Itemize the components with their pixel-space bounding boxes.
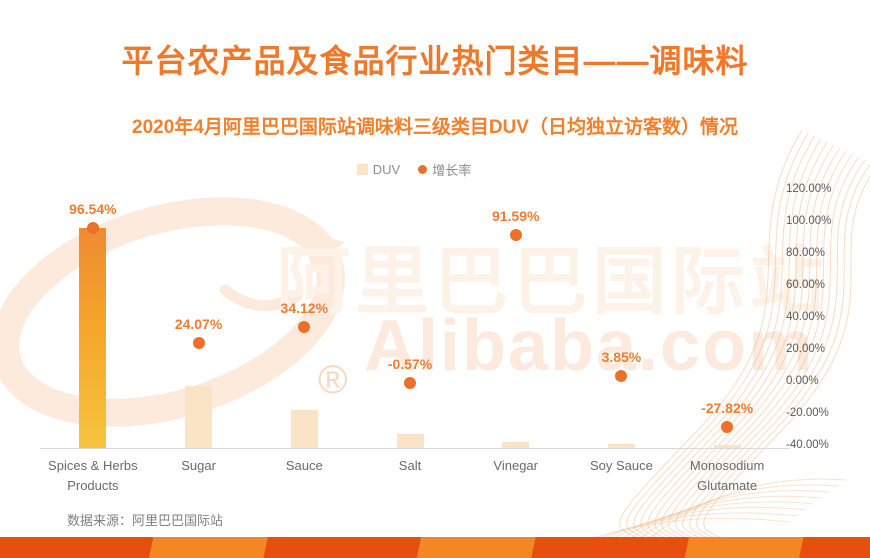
page-title: 平台农产品及食品行业热门类目——调味料 xyxy=(121,43,749,79)
data-source-note: 数据来源：阿里巴巴国际站 xyxy=(67,513,224,528)
category-label: Salt xyxy=(398,458,422,473)
duv-bar xyxy=(396,434,424,448)
watermark-cn: 阿里巴巴国际站 xyxy=(276,240,829,323)
bottom-stripe-banner xyxy=(0,537,870,558)
duv-bar-swatch-icon xyxy=(356,164,368,175)
category-label: Vinegar xyxy=(493,458,538,473)
duv-bar xyxy=(79,228,107,448)
growth-dot-swatch-icon xyxy=(418,165,428,174)
growth-rate-dot xyxy=(721,420,734,433)
watermark-en: Alibaba.com xyxy=(364,306,815,386)
legend-label-duv: DUV xyxy=(372,162,401,177)
duv-bar xyxy=(185,386,213,448)
right-axis-tick: 120.00% xyxy=(786,183,832,195)
category-label: Sauce xyxy=(285,458,323,473)
chart-legend: DUV 增长率 xyxy=(40,160,788,179)
right-axis-tick: -40.00% xyxy=(786,439,829,451)
chart-subtitle: 2020年4月阿里巴巴国际站调味料三级类目DUV（日均独立访客数）情况 xyxy=(132,117,738,138)
category-label: Sugar xyxy=(181,458,216,473)
legend-item-duv: DUV xyxy=(356,162,401,177)
category-axis-line xyxy=(40,448,790,449)
growth-rate-label: -27.82% xyxy=(701,399,754,416)
duv-bar xyxy=(290,409,318,448)
growth-rate-dot xyxy=(192,337,205,350)
growth-rate-label: 24.07% xyxy=(174,316,223,333)
legend-item-growth: 增长率 xyxy=(418,160,471,179)
registered-mark-icon: ® xyxy=(318,358,348,402)
category-label: Spices & Herbs Products xyxy=(48,458,138,493)
right-axis-tick: -20.00% xyxy=(786,407,829,419)
legend-label-growth: 增长率 xyxy=(432,163,472,178)
category-label: Soy Sauce xyxy=(589,458,653,473)
growth-rate-dot xyxy=(86,221,99,234)
growth-rate-label: 96.54% xyxy=(69,200,117,217)
category-label: Monosodium Glutamate xyxy=(689,458,765,493)
